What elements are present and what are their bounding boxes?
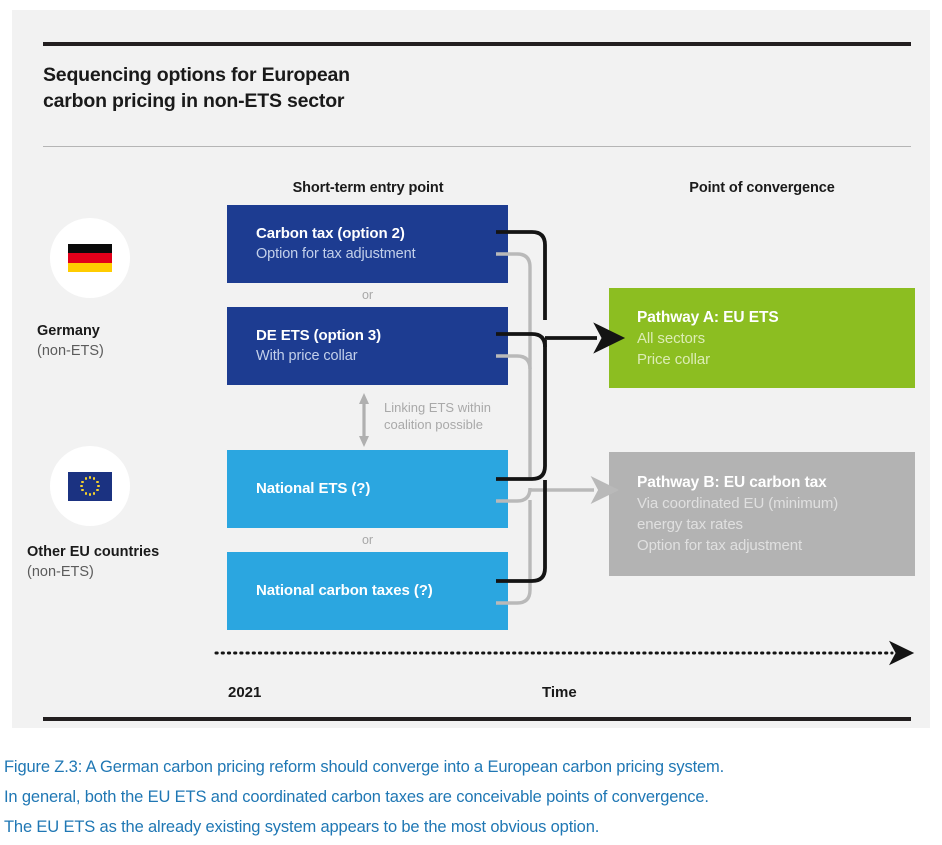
linking-note-line-1: Linking ETS within (384, 400, 491, 415)
or-separator-1: or (361, 288, 374, 302)
eu-flag-star (97, 484, 100, 488)
pathway-b-line-1: Via coordinated EU (minimum) (637, 495, 839, 512)
linking-note-line-2: coalition possible (384, 417, 484, 432)
option-subtitle: Option for tax adjustment (256, 246, 416, 262)
page-title: Sequencing options for European carbon p… (43, 62, 563, 114)
pathway-b-title: Pathway B: EU carbon tax (637, 474, 827, 491)
caption-line-3: The EU ETS as the already existing syste… (4, 818, 600, 836)
option-subtitle: With price collar (256, 348, 358, 364)
option-box-carbon-tax-option-2[interactable]: Carbon tax (option 2) Option for tax adj… (227, 205, 508, 283)
eu-flag-star (92, 491, 96, 495)
pathway-a-title: Pathway A: EU ETS (637, 308, 779, 326)
title-divider (43, 146, 911, 147)
option-title: Carbon tax (option 2) (256, 225, 405, 242)
eu-flag-star (80, 484, 83, 488)
pathway-box-a[interactable]: Pathway A: EU ETS All sectors Price coll… (609, 288, 915, 388)
page-title-line-1: Sequencing options for European (43, 64, 350, 86)
actor-germany-sub: (non-ETS) (37, 343, 104, 359)
eu-flag-badge (50, 446, 130, 526)
germany-flag-icon (68, 243, 112, 273)
option-title: National carbon taxes (?) (256, 582, 433, 599)
actor-germany-name: Germany (37, 323, 100, 339)
pathway-b-line-3: Option for tax adjustment (637, 537, 803, 554)
eu-flag-star (84, 491, 88, 495)
option-title: DE ETS (option 3) (256, 327, 381, 344)
column-header-entry-point: Short-term entry point (292, 180, 444, 196)
pathway-box-b[interactable]: Pathway B: EU carbon tax Via coordinated… (609, 452, 915, 576)
option-box-national-carbon-taxes[interactable]: National carbon taxes (?) (227, 552, 508, 630)
linking-note: Linking ETS within coalition possible (384, 399, 514, 433)
eu-flag-star (81, 480, 85, 484)
timeline-start-label: 2021 (228, 684, 262, 701)
eu-flag-star (84, 477, 88, 481)
double-arrow-vertical-icon (359, 393, 369, 447)
page-title-line-2: carbon pricing in non-ETS sector (43, 90, 345, 112)
or-separator-2: or (361, 533, 374, 547)
caption-line-1: Figure Z.3: A German carbon pricing refo… (4, 758, 725, 776)
eu-flag-star (95, 480, 99, 484)
actor-other-eu-name: Other EU countries (27, 544, 160, 560)
caption-line-2: In general, both the EU ETS and coordina… (4, 788, 709, 806)
top-rule (43, 42, 911, 46)
option-title: National ETS (?) (256, 480, 371, 497)
figure-panel: Sequencing options for European carbon p… (12, 10, 930, 728)
eu-flag-icon (68, 471, 112, 501)
figure-caption: Figure Z.3: A German carbon pricing refo… (4, 752, 938, 842)
eu-flag-star (95, 488, 99, 492)
eu-flag-star (92, 477, 96, 481)
pathway-b-line-2: energy tax rates (637, 516, 743, 533)
actor-other-eu-sub: (non-ETS) (27, 564, 94, 580)
timeline-axis-label: Time (542, 684, 577, 701)
option-box-national-ets[interactable]: National ETS (?) (227, 450, 508, 528)
germany-flag-badge (50, 218, 130, 298)
bottom-rule (43, 717, 911, 721)
eu-flag-star (81, 488, 85, 492)
pathway-a-line-1: All sectors (637, 329, 706, 347)
option-box-de-ets-option-3[interactable]: DE ETS (option 3) With price collar (227, 307, 508, 385)
eu-flag-star (88, 476, 92, 479)
eu-flag-star (88, 493, 92, 496)
pathway-a-line-2: Price collar (637, 350, 710, 368)
column-header-convergence: Point of convergence (689, 180, 835, 196)
